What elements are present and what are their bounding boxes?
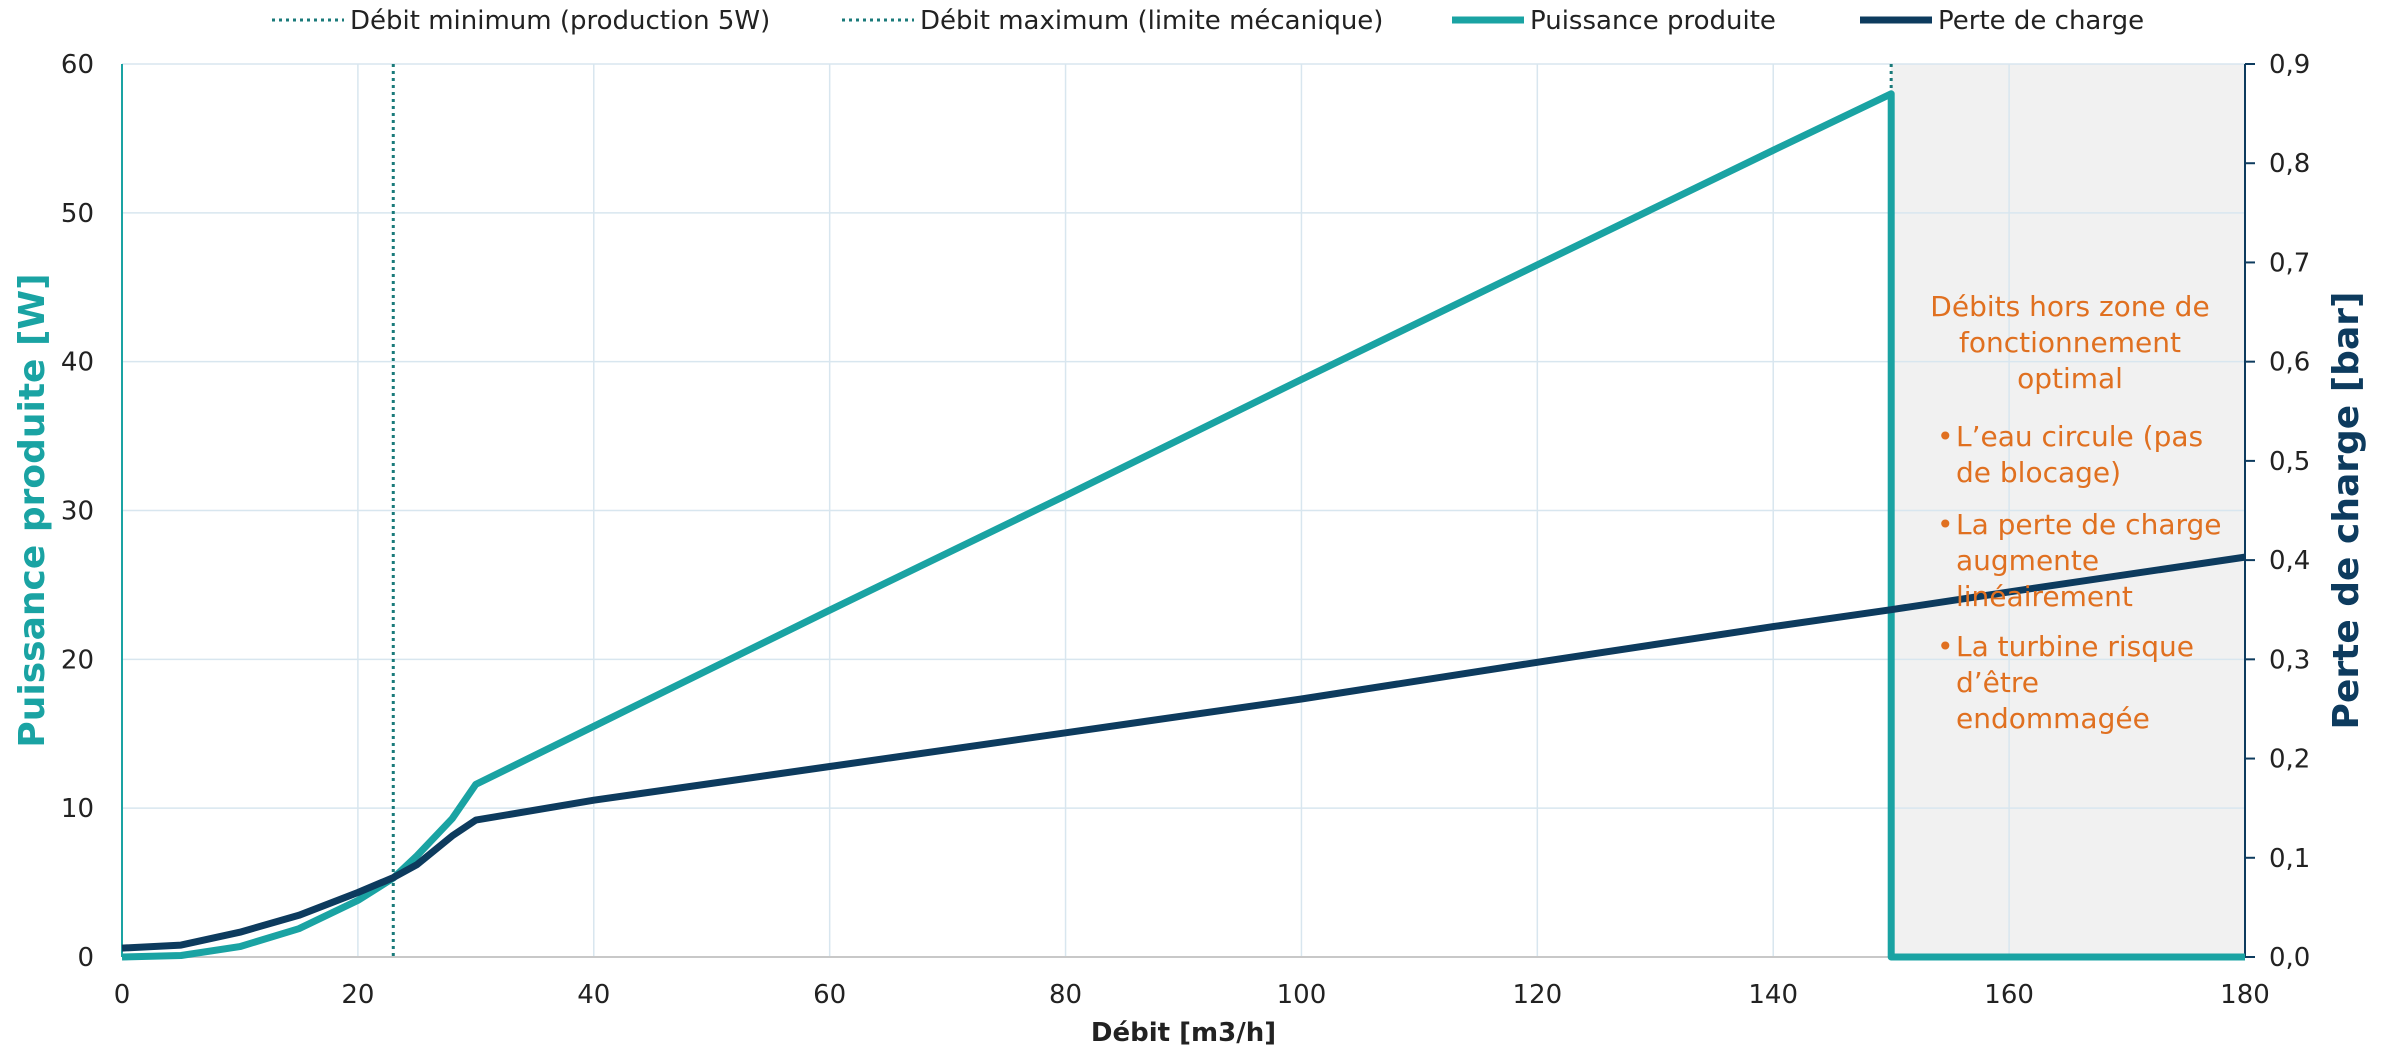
annotation-bullet-line: endommagée (1956, 702, 2150, 735)
annotation-title-line: fonctionnement (1959, 326, 2181, 359)
right-tick-label: 0,7 (2269, 248, 2310, 278)
x-tick-label: 180 (2220, 980, 2270, 1010)
series-lines (121, 90, 2246, 961)
legend-label: Puissance produite (1530, 6, 1776, 36)
annotation-bullet-dot: • (1937, 630, 1954, 663)
x-tick-label: 80 (1049, 980, 1082, 1010)
x-tick-label: 100 (1277, 980, 1327, 1010)
annotation-bullet-line: La turbine risque (1956, 630, 2194, 663)
annotation-bullet-line: La perte de charge (1956, 508, 2222, 541)
legend-label: Perte de charge (1938, 6, 2144, 36)
x-tick-label: 40 (577, 980, 610, 1010)
annotation-bullet-line: d’être (1956, 666, 2039, 699)
x-tick-label: 20 (341, 980, 374, 1010)
legend-label: Débit maximum (limite mécanique) (920, 6, 1383, 36)
right-tick-label: 0,2 (2269, 745, 2310, 775)
annotation-bullet-line: augmente (1956, 544, 2099, 577)
right-tick-label: 0,3 (2269, 645, 2310, 675)
x-tick-label: 60 (813, 980, 846, 1010)
right-tick-label: 0,5 (2269, 447, 2310, 477)
left-tick-label: 0 (77, 943, 94, 973)
legend: Débit minimum (production 5W) Débit maxim… (272, 6, 2144, 36)
right-tick-label: 0,6 (2269, 348, 2310, 378)
x-axis-title: Débit [m3/h] (1091, 1018, 1276, 1048)
right-tick-label: 0,4 (2269, 546, 2310, 576)
left-axis-title: Puissance produite [W] (12, 273, 53, 747)
x-tick-label: 160 (1984, 980, 2034, 1010)
power-series-line (121, 90, 2245, 961)
x-tick-label: 140 (1748, 980, 1798, 1010)
left-tick-label: 10 (61, 794, 94, 824)
x-tick-label: 120 (1513, 980, 1563, 1010)
right-tick-label: 0,9 (2269, 50, 2310, 80)
annotation-bullet-line: de blocage) (1956, 456, 2121, 489)
left-tick-label: 40 (61, 348, 94, 378)
right-tick-label: 0,8 (2269, 149, 2310, 179)
annotation-bullet-dot: • (1937, 508, 1954, 541)
annotation-bullet-dot: • (1937, 420, 1954, 453)
left-tick-label: 30 (61, 497, 94, 527)
pressure-loss-series-line (121, 553, 2246, 952)
right-tick-label: 0,0 (2269, 943, 2310, 973)
zone-annotation: Débits hors zone defonctionnementoptimal… (1930, 290, 2221, 735)
legend-label: Débit minimum (production 5W) (350, 6, 770, 36)
x-tick-label: 0 (114, 980, 131, 1010)
tick-labels: 0 20 40 60 80 100 120 140 160 180 0 10 20 30 40 50 60 0,0… (61, 50, 2310, 1010)
right-tick-label: 0,1 (2269, 844, 2310, 874)
axis-titles: Débit [m3/h] Puissance produite [W] Perte … (12, 273, 2367, 1048)
right-axis-title: Perte de charge [bar] (2326, 292, 2367, 730)
left-tick-label: 50 (61, 199, 94, 229)
annotation-bullet-line: L’eau circule (pas (1956, 420, 2203, 453)
left-tick-label: 60 (61, 50, 94, 80)
annotation-bullet-line: linéairement (1956, 580, 2133, 613)
annotation-title-line: optimal (2017, 362, 2123, 395)
annotation-title-line: Débits hors zone de (1930, 290, 2209, 323)
left-tick-label: 20 (61, 645, 94, 675)
